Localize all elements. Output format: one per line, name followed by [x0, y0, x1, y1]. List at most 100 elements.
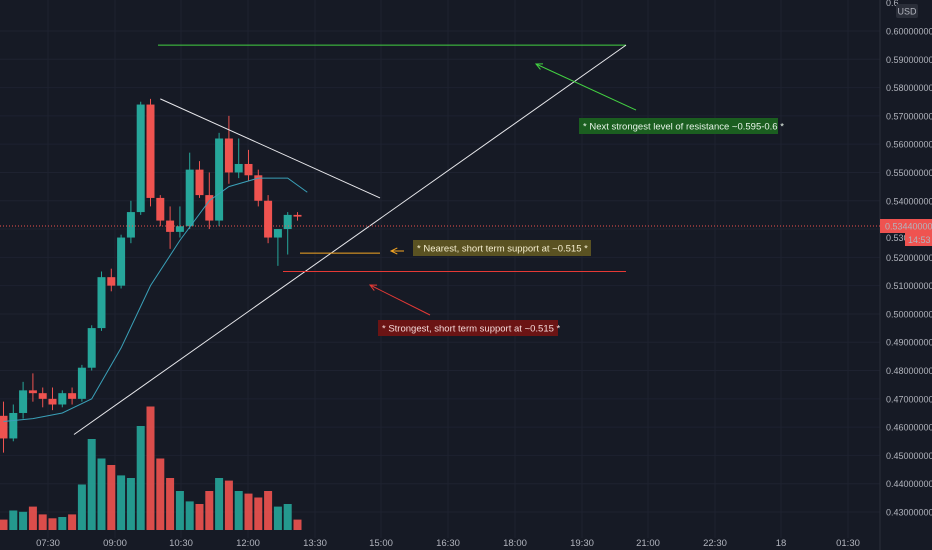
candle-body: [97, 277, 106, 329]
currency-badge[interactable]: USD: [896, 4, 918, 18]
price-tick-label: 0.47000000: [886, 394, 932, 404]
candle-body: [166, 220, 175, 232]
price-tick-label: 0.44000000: [886, 479, 932, 489]
candle-body: [283, 214, 292, 230]
strong-support-annotation: * Strongest, short term support at ~0.51…: [382, 324, 561, 335]
time-tick-label: 01:30: [836, 538, 860, 549]
strong-support-arrow: [369, 284, 431, 316]
resistance-annotation-box: [579, 118, 778, 134]
currency-badge-label: USD: [897, 7, 917, 17]
volume-bar: [205, 491, 214, 530]
candle-body: [0, 415, 8, 439]
volume-bar: [0, 519, 8, 530]
volume-bar: [19, 511, 28, 530]
volume-bar: [254, 497, 263, 530]
price-tick-label: 0.51000000: [886, 281, 932, 291]
volume-bar: [244, 493, 253, 530]
resistance-arrow: [535, 63, 637, 111]
volume-bar: [234, 491, 243, 530]
candle-body: [146, 104, 155, 198]
volume-bar: [28, 506, 37, 530]
price-axis: 0.60000000 0.59000000 0.58000000 0.57000000…: [886, 0, 932, 518]
time-tick-label: 13:30: [303, 538, 327, 549]
candles: [0, 98, 302, 453]
price-tick-label: 0.59000000: [886, 55, 932, 65]
candle-body: [117, 237, 126, 286]
price-tick-label: 0.58000000: [886, 83, 932, 93]
candle-body: [185, 169, 194, 227]
near-support-annotation-box: [413, 240, 591, 256]
price-tick-label: 0.55000000: [886, 168, 932, 178]
volume-bar: [9, 510, 18, 530]
candle-body: [126, 212, 135, 238]
time-tick-label: 15:00: [369, 538, 393, 549]
time-tick-label: 09:00: [103, 538, 127, 549]
current-price-tag: 0.530 0.53440000 14:53: [880, 219, 932, 246]
candle-body: [38, 393, 47, 399]
volume-bar: [215, 478, 224, 530]
current-price-value: 0.53440000: [885, 222, 932, 232]
volume-bar: [166, 478, 175, 530]
resistance-annotation: * Next strongest level of resistance ~0.…: [583, 122, 784, 133]
candle-body: [58, 393, 67, 405]
time-tick-label: 19:30: [570, 538, 594, 549]
candle-body: [264, 200, 273, 238]
volume-bar: [283, 504, 292, 530]
price-tick-label: 0.49000000: [886, 338, 932, 348]
candle-body: [87, 328, 96, 368]
volume-bar: [77, 484, 86, 530]
time-axis: 07:30 09:00 10:30 12:00 13:30 15:00 16:30 18:00…: [36, 538, 860, 549]
price-tick-label: 0.60000000: [886, 26, 932, 36]
candle-body: [48, 398, 57, 405]
volume-bar: [126, 478, 135, 530]
price-tick-label: 0.54000000: [886, 196, 932, 206]
candle-body: [293, 214, 302, 217]
candle-body: [273, 229, 282, 238]
price-tick-label: 0.46000000: [886, 423, 932, 433]
time-tick-label: 21:00: [636, 538, 660, 549]
candle-body: [136, 104, 145, 213]
time-tick-label: 12:00: [236, 538, 260, 549]
volume-bar: [293, 519, 302, 530]
grid: [0, 0, 881, 550]
volume-bar: [273, 506, 282, 530]
time-tick-label: 18:00: [503, 538, 527, 549]
time-tick-label: 07:30: [36, 538, 60, 549]
volume-bar: [195, 504, 204, 530]
volume-bar: [58, 517, 67, 530]
candle-body: [224, 138, 233, 173]
price-tick-label: 0.45000000: [886, 451, 932, 461]
price-tick-label: 0.43000000: [886, 508, 932, 518]
volume-bar: [68, 514, 77, 530]
volume-bar: [224, 480, 233, 530]
candle-body: [68, 393, 77, 399]
candle-body: [205, 195, 214, 221]
volume-bar: [264, 491, 273, 530]
time-tick-label: 16:30: [436, 538, 460, 549]
annotations: * Next strongest level of resistance ~0.…: [378, 118, 784, 336]
candle-countdown: 14:53: [908, 235, 931, 245]
time-tick-label: 18: [776, 538, 787, 549]
volume-bar: [38, 514, 47, 530]
volume-bar: [107, 465, 116, 530]
volume-bar: [156, 458, 165, 530]
candle-body: [234, 163, 243, 173]
price-tick-label: 0.56000000: [886, 140, 932, 150]
moving-average-line: [3, 177, 308, 422]
candle-body: [244, 163, 253, 176]
volume-bar: [48, 518, 57, 530]
candle-body: [77, 367, 86, 399]
volume-bars: [0, 406, 302, 530]
volume-bar: [136, 426, 145, 530]
volume-bar: [87, 439, 96, 530]
price-tick-label: 0.48000000: [886, 366, 932, 376]
volume-bar: [185, 501, 194, 530]
candle-body: [19, 390, 28, 413]
candle-body: [254, 175, 263, 201]
volume-bar: [146, 406, 155, 530]
volume-bar: [175, 491, 184, 530]
time-tick-label: 22:30: [703, 538, 727, 549]
candle-body: [107, 277, 116, 286]
